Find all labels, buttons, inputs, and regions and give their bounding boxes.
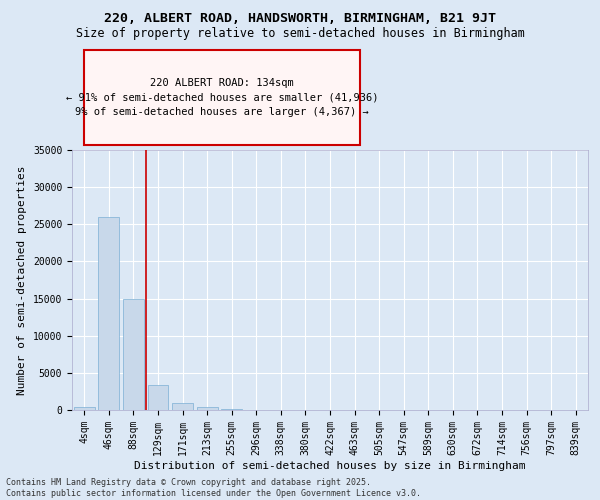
Bar	[74, 407, 95, 410]
Bar	[197, 407, 218, 410]
Text: 220, ALBERT ROAD, HANDSWORTH, BIRMINGHAM, B21 9JT: 220, ALBERT ROAD, HANDSWORTH, BIRMINGHAM…	[104, 12, 496, 26]
Bar	[172, 402, 193, 410]
Bar	[148, 386, 169, 410]
Bar	[98, 217, 119, 410]
Bar	[123, 298, 144, 410]
Y-axis label: Number of semi-detached properties: Number of semi-detached properties	[17, 165, 28, 395]
Text: Contains HM Land Registry data © Crown copyright and database right 2025.
Contai: Contains HM Land Registry data © Crown c…	[6, 478, 421, 498]
Text: 220 ALBERT ROAD: 134sqm
← 91% of semi-detached houses are smaller (41,936)
9% of: 220 ALBERT ROAD: 134sqm ← 91% of semi-de…	[66, 78, 378, 118]
Text: Size of property relative to semi-detached houses in Birmingham: Size of property relative to semi-detach…	[76, 28, 524, 40]
Bar	[221, 409, 242, 410]
X-axis label: Distribution of semi-detached houses by size in Birmingham: Distribution of semi-detached houses by …	[134, 460, 526, 470]
